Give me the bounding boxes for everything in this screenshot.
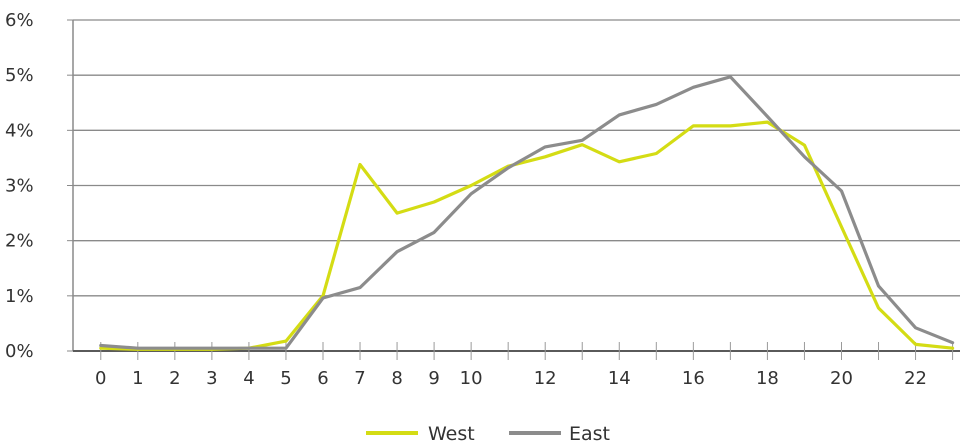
x-tick-label-7: 7	[354, 368, 365, 389]
y-axis-ticks: 0% 1% 2% 3% 4% 5% 6%	[5, 10, 73, 362]
x-tick-label-3: 3	[206, 368, 217, 389]
x-tick-label-8: 8	[391, 368, 402, 389]
x-tick-label-18: 18	[756, 368, 779, 389]
x-tick-label-0: 0	[95, 368, 106, 389]
x-tick-label-4: 4	[243, 368, 254, 389]
x-tick-label-1: 1	[132, 368, 143, 389]
y-tick-label-4: 4%	[5, 120, 34, 141]
y-tick-label-0: 0%	[5, 341, 34, 362]
x-tick-label-22: 22	[904, 368, 927, 389]
x-axis-ticks: 0 1 2 3 4 5 6 7 8 9 10 12 14 16 18 20 22	[95, 342, 954, 389]
legend-label-east: East	[569, 423, 610, 445]
x-tick-label-16: 16	[682, 368, 705, 389]
legend: West East	[366, 423, 610, 445]
x-tick-label-20: 20	[830, 368, 853, 389]
x-tick-label-12: 12	[534, 368, 557, 389]
x-tick-label-9: 9	[428, 368, 439, 389]
series-line-east	[99, 75, 955, 350]
x-tick-label-6: 6	[317, 368, 328, 389]
y-tick-label-3: 3%	[5, 176, 34, 197]
y-tick-label-2: 2%	[5, 231, 34, 252]
x-tick-label-2: 2	[169, 368, 180, 389]
y-tick-label-5: 5%	[5, 65, 34, 86]
y-tick-label-1: 1%	[5, 286, 34, 307]
legend-label-west: West	[428, 423, 475, 445]
x-tick-label-14: 14	[608, 368, 631, 389]
x-tick-label-10: 10	[460, 368, 483, 389]
grid-lines	[73, 19, 960, 297]
y-tick-label-6: 6%	[5, 10, 34, 31]
x-tick-label-5: 5	[280, 368, 291, 389]
series-lines	[99, 75, 955, 351]
